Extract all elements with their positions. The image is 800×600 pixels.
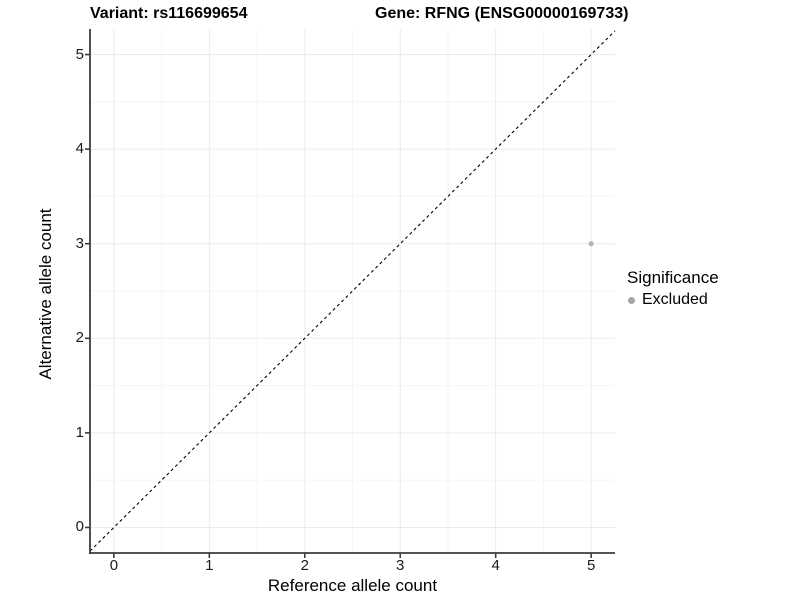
y-tick-label: 0 [75,518,84,536]
x-tick-label: 5 [586,557,596,574]
legend-item-label: Excluded [642,291,708,308]
data-point [588,241,594,247]
x-axis-title: Reference allele count [267,576,438,595]
variant-title: Variant: rs116699654 [90,5,248,22]
gene-title: Gene: RFNG (ENSG00000169733) [375,5,629,22]
y-tick-label: 3 [75,234,84,252]
x-tick-label: 0 [109,557,119,574]
x-tick-label: 3 [396,557,405,574]
x-tick-label: 2 [300,557,309,574]
x-tick-label: 4 [491,557,500,574]
legend: Significance Excluded [627,268,719,309]
legend-title: Significance [627,268,719,287]
y-tick-label: 5 [75,45,84,63]
y-tick-label: 4 [75,140,84,158]
y-tick-label: 2 [75,329,84,347]
excluded-point-icon [628,296,635,304]
y-axis-title: Alternative allele count [36,208,55,380]
legend-item-excluded: Excluded [627,291,719,309]
y-tick-label: 1 [75,423,84,441]
x-tick-label: 1 [205,557,214,574]
